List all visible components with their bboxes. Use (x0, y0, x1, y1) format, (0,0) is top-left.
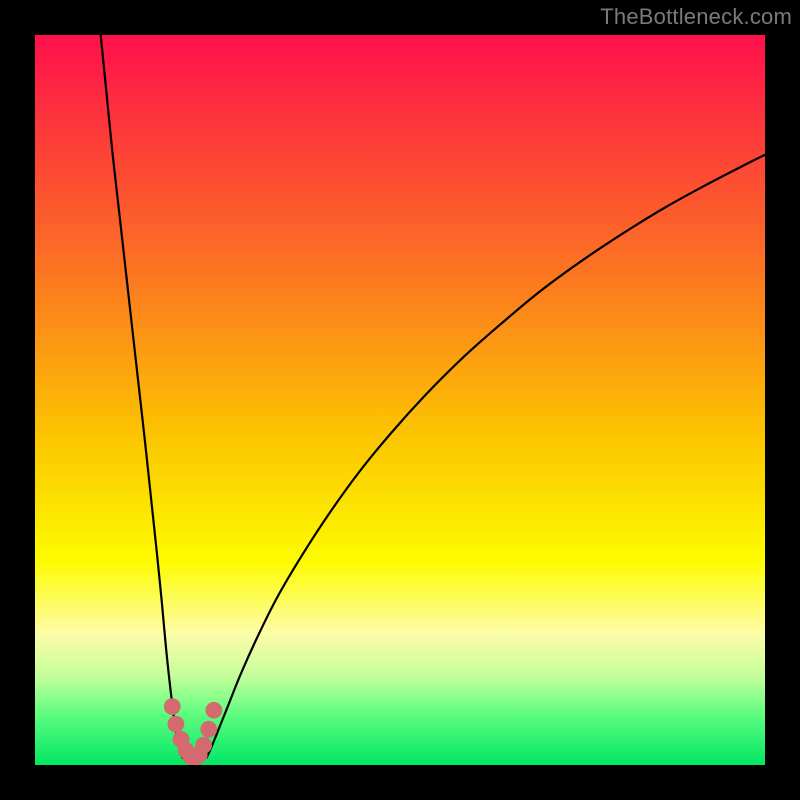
valley-marker (195, 737, 212, 754)
valley-marker (205, 702, 222, 719)
valley-marker (164, 698, 181, 715)
watermark-text: TheBottleneck.com (600, 4, 792, 30)
bottleneck-curve-plot (35, 35, 765, 765)
chart-frame: TheBottleneck.com (0, 0, 800, 800)
plot-background (35, 35, 765, 765)
valley-marker (168, 716, 185, 733)
valley-marker (200, 721, 217, 738)
